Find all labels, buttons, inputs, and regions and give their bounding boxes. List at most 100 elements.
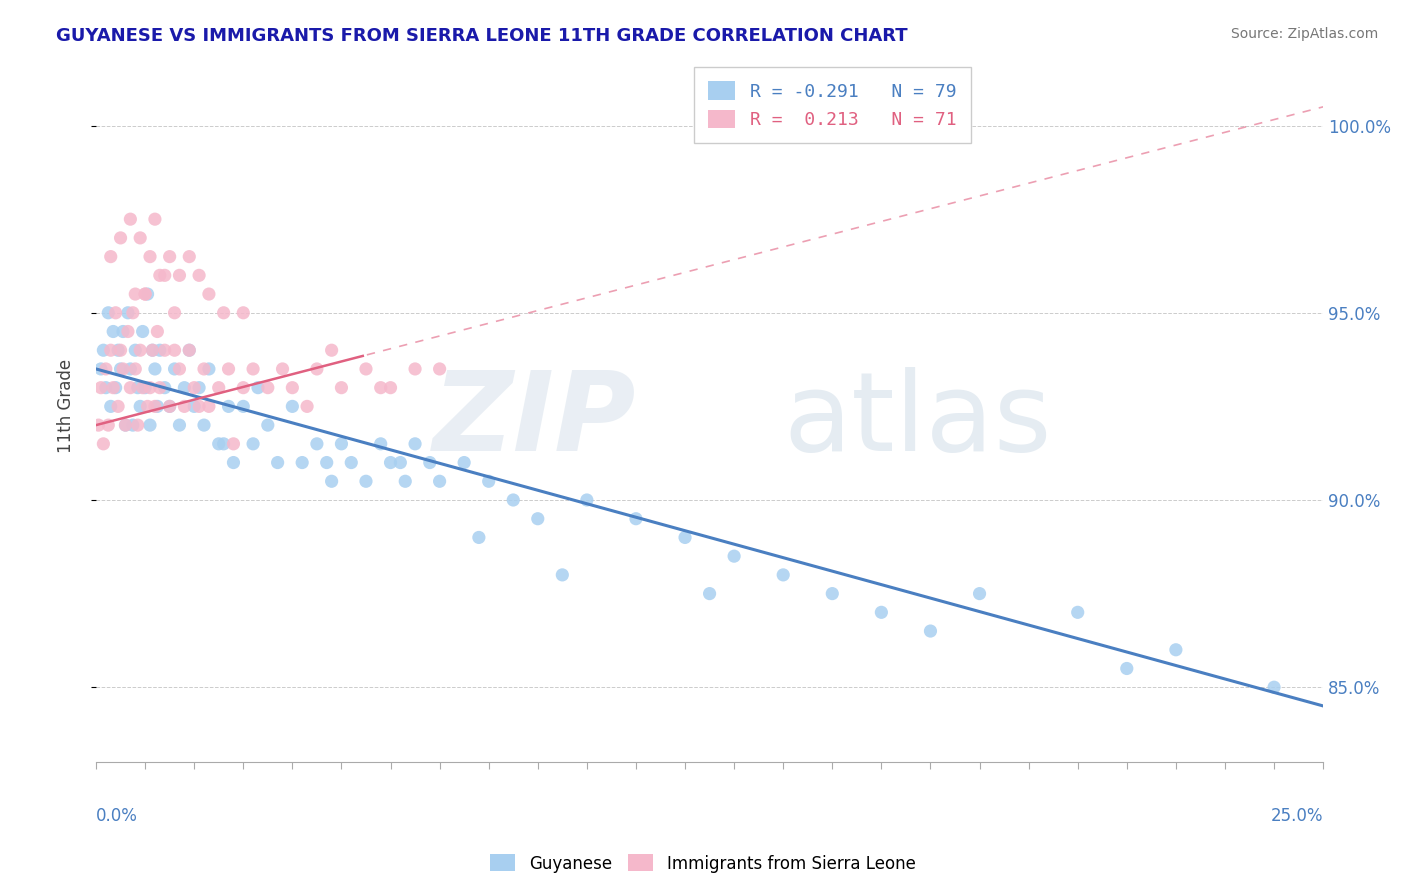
- Point: [146, 325, 169, 339]
- Point: [143, 400, 166, 414]
- Point: [330, 381, 353, 395]
- Point: [624, 512, 647, 526]
- Point: [198, 400, 221, 414]
- Point: [188, 268, 211, 283]
- Point: [163, 362, 186, 376]
- Point: [291, 456, 314, 470]
- Point: [969, 586, 991, 600]
- Point: [97, 418, 120, 433]
- Point: [111, 362, 134, 376]
- Point: [179, 343, 201, 358]
- Point: [380, 381, 402, 395]
- Point: [321, 475, 343, 489]
- Point: [146, 400, 169, 414]
- Point: [124, 343, 146, 358]
- Legend: Guyanese, Immigrants from Sierra Leone: Guyanese, Immigrants from Sierra Leone: [484, 847, 922, 880]
- Point: [107, 400, 129, 414]
- Point: [120, 362, 142, 376]
- Point: [120, 212, 142, 227]
- Legend: R = -0.291   N = 79, R =  0.213   N = 71: R = -0.291 N = 79, R = 0.213 N = 71: [693, 67, 970, 144]
- Point: [218, 362, 240, 376]
- Point: [124, 287, 146, 301]
- Point: [169, 418, 191, 433]
- Point: [134, 287, 156, 301]
- Point: [673, 531, 696, 545]
- Point: [526, 512, 548, 526]
- Point: [94, 362, 117, 376]
- Point: [266, 456, 288, 470]
- Point: [354, 475, 377, 489]
- Point: [149, 381, 172, 395]
- Point: [90, 381, 112, 395]
- Point: [208, 437, 231, 451]
- Text: Source: ZipAtlas.com: Source: ZipAtlas.com: [1230, 27, 1378, 41]
- Point: [232, 306, 254, 320]
- Point: [100, 343, 122, 358]
- Point: [340, 456, 363, 470]
- Point: [271, 362, 294, 376]
- Point: [93, 343, 115, 358]
- Point: [143, 362, 166, 376]
- Point: [87, 418, 110, 433]
- Point: [129, 343, 152, 358]
- Point: [139, 381, 162, 395]
- Point: [149, 268, 172, 283]
- Point: [193, 418, 215, 433]
- Point: [232, 381, 254, 395]
- Point: [134, 381, 156, 395]
- Point: [121, 306, 143, 320]
- Point: [419, 456, 441, 470]
- Point: [131, 325, 153, 339]
- Point: [1067, 605, 1090, 619]
- Point: [97, 306, 120, 320]
- Text: 25.0%: 25.0%: [1271, 807, 1323, 825]
- Point: [295, 400, 318, 414]
- Point: [143, 212, 166, 227]
- Point: [169, 362, 191, 376]
- Point: [354, 362, 377, 376]
- Point: [222, 437, 245, 451]
- Point: [169, 268, 191, 283]
- Point: [315, 456, 337, 470]
- Point: [870, 605, 893, 619]
- Point: [117, 306, 139, 320]
- Point: [212, 306, 235, 320]
- Point: [159, 400, 181, 414]
- Point: [179, 250, 201, 264]
- Point: [129, 231, 152, 245]
- Point: [723, 549, 745, 564]
- Point: [370, 381, 392, 395]
- Point: [404, 362, 426, 376]
- Point: [136, 287, 159, 301]
- Point: [139, 250, 162, 264]
- Point: [281, 400, 304, 414]
- Point: [821, 586, 844, 600]
- Point: [173, 381, 195, 395]
- Point: [141, 343, 163, 358]
- Point: [256, 418, 278, 433]
- Point: [920, 624, 942, 638]
- Point: [94, 381, 117, 395]
- Point: [502, 493, 524, 508]
- Point: [149, 343, 172, 358]
- Point: [429, 475, 451, 489]
- Point: [183, 381, 205, 395]
- Point: [218, 400, 240, 414]
- Point: [321, 343, 343, 358]
- Point: [100, 400, 122, 414]
- Point: [1115, 661, 1137, 675]
- Point: [100, 250, 122, 264]
- Point: [179, 343, 201, 358]
- Point: [163, 343, 186, 358]
- Point: [222, 456, 245, 470]
- Point: [163, 306, 186, 320]
- Point: [305, 362, 328, 376]
- Point: [111, 325, 134, 339]
- Point: [121, 418, 143, 433]
- Point: [330, 437, 353, 451]
- Point: [394, 475, 416, 489]
- Point: [256, 381, 278, 395]
- Point: [90, 362, 112, 376]
- Point: [188, 400, 211, 414]
- Point: [1263, 680, 1285, 694]
